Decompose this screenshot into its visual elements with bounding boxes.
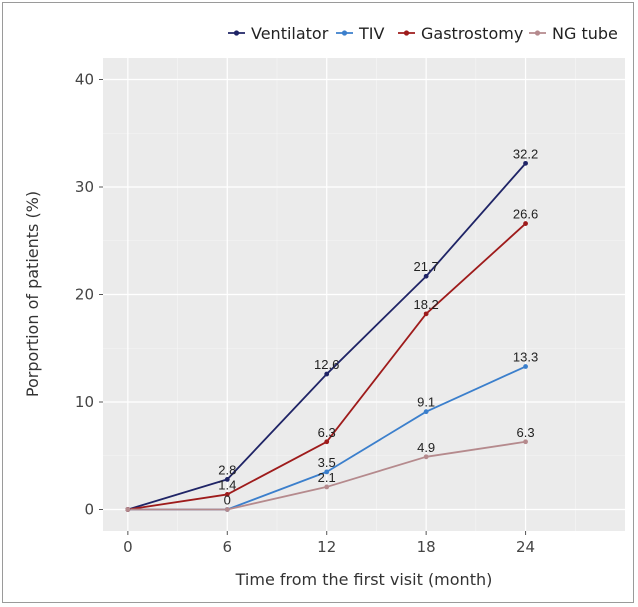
y-tick-label: 20 [75,286,94,304]
data-label-tiv: 13.3 [513,350,538,365]
x-tick-label: 0 [123,538,133,556]
data-label-tiv: 0 [224,493,231,508]
series-points [125,160,528,512]
legend-item-ng-tube: NG tube [529,24,618,43]
major-grid [103,58,625,531]
data-label-gastrostomy: 26.6 [513,207,538,222]
x-axis-ticks: 0 6 12 18 24 [123,531,535,556]
legend: Ventilator TIV Gastrostomy NG tube [228,24,618,43]
point-gastrostomy [324,439,330,445]
data-label-tiv: 3.5 [318,455,336,470]
legend-key-point [341,30,348,36]
data-label-gastrostomy: 6.3 [318,425,336,440]
legend-label: Ventilator [251,24,329,43]
y-tick-label: 10 [75,393,94,411]
data-label-tiv: 9.1 [417,395,435,410]
y-tick-label: 40 [75,71,94,89]
legend-label: TIV [358,24,384,43]
legend-item-gastrostomy: Gastrostomy [398,24,523,43]
point-ng-tube [523,439,528,445]
data-label-ng-tube: 6.3 [517,425,535,440]
legend-item-ventilator: Ventilator [228,24,329,43]
point-ventilator [324,371,330,377]
minor-grid [103,58,625,531]
point-ng-tube [423,454,429,460]
point-tiv [523,364,528,369]
point-ng-tube [324,484,330,490]
point-gastrostomy [224,492,230,497]
point-tiv [324,469,330,475]
data-label-ventilator: 12.6 [314,357,339,372]
legend-key-point [233,30,240,36]
legend-key-point [403,30,410,36]
point-ng-tube [224,507,230,512]
x-tick-label: 6 [223,538,233,556]
legend-key-point [534,30,541,36]
legend-label: Gastrostomy [421,24,523,43]
point-ventilator [224,477,230,482]
x-axis-title: Time from the first visit (month) [235,570,493,589]
x-tick-label: 18 [417,538,436,556]
data-label-gastrostomy: 1.4 [218,477,236,492]
x-tick-label: 12 [317,538,336,556]
data-label-ventilator: 21.7 [413,259,438,274]
point-ventilator [523,160,528,166]
data-label-ventilator: 2.8 [218,462,236,477]
data-label-ventilator: 32.2 [513,146,538,161]
y-tick-label: 0 [84,501,94,519]
x-tick-label: 24 [516,538,535,556]
point-ventilator [423,273,429,279]
y-tick-label: 30 [75,178,94,196]
legend-label: NG tube [552,24,618,43]
point-gastrostomy [423,311,429,317]
data-labels: 2.8 12.6 21.7 32.2 0 3.5 9.1 13.3 1.4 6.3 18.2 26.6… [218,146,538,507]
data-label-ng-tube: 4.9 [417,440,435,455]
legend-item-tiv: TIV [336,24,384,43]
point-gastrostomy [523,221,528,226]
y-axis-ticks: 0 10 20 30 40 [75,71,103,519]
data-label-ng-tube: 2.1 [318,470,336,485]
point-tiv [423,409,429,415]
data-label-gastrostomy: 18.2 [413,297,438,312]
y-axis-title: Porportion of patients (%) [23,191,42,397]
point-ng-tube [125,507,131,512]
